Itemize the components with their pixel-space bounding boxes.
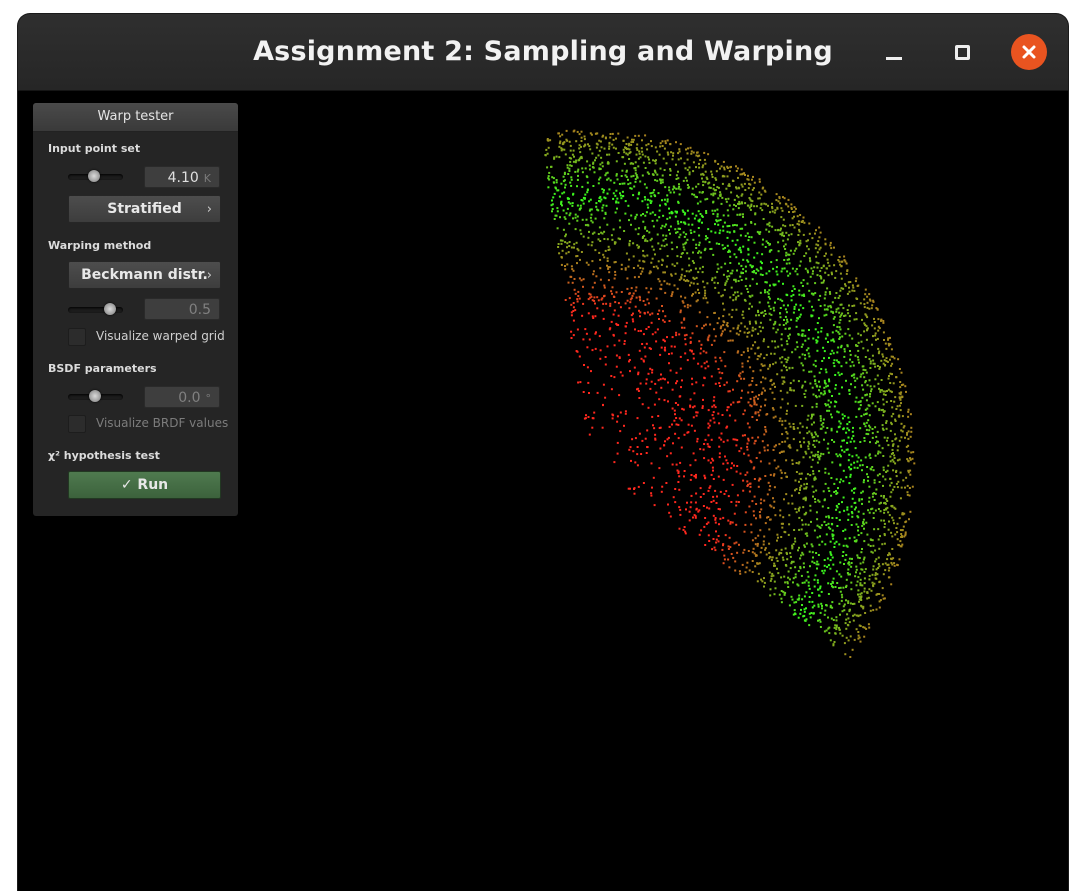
- sampler-dropdown[interactable]: Stratified ›: [68, 195, 221, 223]
- chevron-right-icon: ›: [206, 268, 212, 283]
- bsdf-angle-field[interactable]: 0.0 °: [144, 386, 220, 408]
- minimize-button[interactable]: [876, 34, 912, 70]
- warp-parameter-slider[interactable]: [68, 303, 123, 315]
- bsdf-angle-value: 0.0: [178, 390, 201, 406]
- warped-points-plot: [544, 129, 916, 658]
- warping-method-label: Warping method: [48, 239, 152, 252]
- input-point-set-label: Input point set: [48, 142, 141, 155]
- visualize-warped-grid-checkbox[interactable]: [68, 328, 86, 346]
- bsdf-angle-slider-knob[interactable]: [89, 390, 101, 402]
- window-title: Assignment 2: Sampling and Warping: [253, 36, 833, 67]
- warp-parameter-value: 0.5: [188, 302, 211, 318]
- close-icon: [1022, 45, 1036, 59]
- warp-parameter-field[interactable]: 0.5: [144, 298, 220, 320]
- warping-method-dropdown-label: Beckmann distr.: [81, 267, 208, 283]
- run-button[interactable]: ✓ Run: [68, 471, 221, 499]
- chevron-right-icon: ›: [206, 202, 212, 217]
- visualize-warped-grid-label: Visualize warped grid: [96, 329, 225, 343]
- point-count-field[interactable]: 4.10 K: [144, 166, 220, 188]
- warp-tester-panel: Warp tester Input point set 4.10 K Strati…: [33, 103, 238, 516]
- point-count-slider[interactable]: [68, 170, 123, 182]
- bsdf-parameters-label: BSDF parameters: [48, 362, 157, 375]
- maximize-button[interactable]: [944, 34, 980, 70]
- point-count-unit: K: [203, 172, 211, 185]
- title-bar[interactable]: Assignment 2: Sampling and Warping: [18, 14, 1068, 91]
- chi2-test-label: χ² hypothesis test: [48, 449, 160, 462]
- panel-title[interactable]: Warp tester: [33, 103, 238, 132]
- warping-method-dropdown[interactable]: Beckmann distr. ›: [68, 261, 221, 289]
- app-window: Assignment 2: Sampling and Warping Warp …: [18, 14, 1068, 891]
- maximize-icon: [954, 44, 970, 60]
- bsdf-angle-unit: °: [205, 392, 212, 405]
- sampler-dropdown-label: Stratified: [107, 201, 182, 217]
- close-button[interactable]: [1011, 34, 1047, 70]
- point-count-slider-knob[interactable]: [88, 170, 100, 182]
- bsdf-angle-slider[interactable]: [68, 390, 123, 402]
- point-count-value: 4.10: [167, 170, 199, 186]
- visualize-brdf-label: Visualize BRDF values: [96, 416, 229, 430]
- minimize-icon: [886, 56, 902, 60]
- render-canvas[interactable]: Warp tester Input point set 4.10 K Strati…: [18, 91, 1068, 891]
- visualize-brdf-checkbox[interactable]: [68, 415, 86, 433]
- warp-parameter-slider-knob[interactable]: [104, 303, 116, 315]
